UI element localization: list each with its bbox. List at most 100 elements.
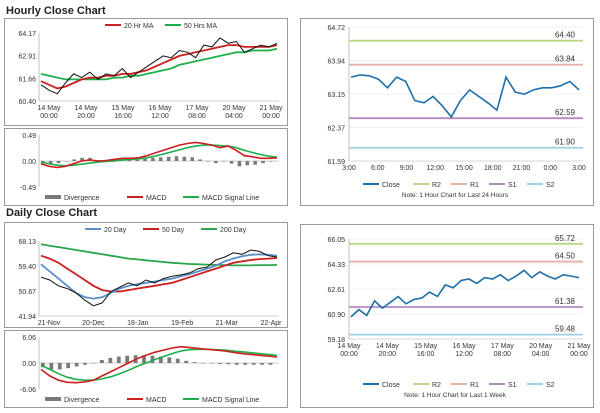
- price-y-tick: 62.91: [18, 54, 36, 61]
- pivot-y-tick: 64.72: [327, 25, 345, 32]
- divergence-bar: [48, 161, 53, 164]
- divergence-bar: [214, 161, 218, 164]
- divergence-bar: [174, 156, 179, 161]
- pivot-x-tick: 20:00: [379, 351, 397, 358]
- divergence-bar: [143, 158, 147, 161]
- price-x-tick: 17 May: [186, 105, 209, 112]
- divergence-bar: [198, 159, 202, 161]
- divergence-bar: [237, 161, 242, 167]
- divergence-bar: [135, 159, 139, 161]
- pivot-y-tick: 61.59: [327, 159, 345, 166]
- divergence-bar: [229, 161, 234, 164]
- divergence-bar: [66, 363, 71, 369]
- pivot-y-tick: 63.15: [327, 92, 345, 99]
- price-legend-label: 20 Hr MA: [124, 23, 154, 30]
- pivot-x-tick: 15:00: [455, 165, 473, 172]
- pivot-y-tick: 62.61: [327, 287, 345, 294]
- price-legend-label: 200 Day: [220, 227, 247, 234]
- series-macd: [40, 141, 278, 169]
- divergence-bar: [150, 355, 155, 363]
- pivot-x-tick: 00:00: [340, 351, 358, 358]
- series-close: [40, 249, 278, 307]
- pivot-y-tick: 63.94: [327, 59, 345, 66]
- pivot-x-tick: 6:00: [371, 165, 385, 172]
- series-macd: [40, 345, 278, 384]
- price-x-tick: 18-Jan: [127, 320, 149, 327]
- pivot-x-tick: 12:00: [426, 165, 444, 172]
- series-200-day: [40, 243, 278, 267]
- divergence-bar: [269, 161, 273, 162]
- price-x-tick: 19-Feb: [171, 320, 193, 327]
- pivot-legend-label: S2: [546, 182, 555, 189]
- price-x-tick: 14 May: [38, 105, 61, 112]
- price-legend-label: 20 Day: [104, 227, 127, 234]
- price-y-tick: 61.66: [18, 76, 36, 83]
- divergence-bar: [127, 159, 132, 161]
- macd-y-tick: 0.00: [22, 159, 36, 166]
- macd-y-tick: 0.00: [22, 361, 36, 368]
- divergence-bar: [243, 363, 248, 365]
- price-x-tick: 00:00: [40, 113, 58, 120]
- divergence-bar: [260, 363, 264, 365]
- divergence-bar: [209, 363, 214, 364]
- pivot-x-tick: 9:00: [400, 165, 414, 172]
- pivot-legend-label: S1: [508, 382, 517, 389]
- hourly-macd-panel: 0.49 0.00 -0.49 Divergence MACD MACD Signal L…: [4, 128, 288, 206]
- divergence-bar: [80, 157, 84, 161]
- pivot-y-tick: 59.18: [327, 337, 345, 344]
- price-x-tick: 16:00: [114, 113, 132, 120]
- price-x-tick: 21-Mar: [216, 320, 239, 327]
- pivot-x-tick: 16:00: [417, 351, 435, 358]
- price-y-tick: 68.13: [18, 239, 36, 246]
- macd-y-tick: -6.06: [20, 387, 36, 394]
- divergence-bar: [125, 355, 130, 363]
- pivot-y-tick: 64.33: [327, 262, 345, 269]
- divergence-bar: [108, 357, 113, 363]
- divergence-bar: [159, 157, 163, 161]
- divergence-bar: [116, 356, 121, 363]
- pivot-x-tick: 21:00: [513, 165, 531, 172]
- divergence-bar: [83, 363, 87, 365]
- divergence-bar: [245, 161, 250, 166]
- price-x-tick: 20-Dec: [82, 320, 105, 327]
- price-y-tick: 64.17: [18, 31, 36, 38]
- pivot-legend-label: Close: [382, 182, 400, 189]
- price-x-tick: 16 May: [149, 105, 172, 112]
- divergence-bar: [251, 363, 256, 365]
- level-s2-label: 59.48: [555, 325, 576, 334]
- pivot-x-tick: 15 May: [414, 343, 437, 350]
- divergence-bar: [192, 362, 197, 363]
- pivot-legend-label: S1: [508, 182, 517, 189]
- macd-legend-label: MACD: [146, 195, 167, 202]
- pivot-note: Note: 1 Hour Chart for Last 1 Week: [404, 392, 507, 399]
- divergence-bar: [268, 363, 273, 365]
- pivot-x-tick: 12:00: [455, 351, 473, 358]
- price-legend-label: 50 Day: [162, 227, 185, 234]
- divergence-bar: [201, 363, 205, 364]
- hourly-price-panel: 64.17 62.91 61.66 60.40 14 May 00:00 14 May 20:…: [4, 18, 288, 126]
- divergence-bar: [218, 363, 222, 364]
- pivot-x-tick: 00:00: [570, 351, 588, 358]
- divergence-bar: [57, 363, 62, 370]
- pivot-x-tick: 3:00: [572, 165, 586, 172]
- pivot-legend-label: Close: [382, 382, 400, 389]
- pivot-legend-label: S2: [546, 382, 555, 389]
- divergence-bar: [190, 157, 195, 161]
- pivot-legend-label: R2: [432, 382, 441, 389]
- divergence-bar: [234, 363, 239, 365]
- price-x-tick: 12:00: [151, 113, 169, 120]
- level-r1-label: 64.50: [555, 252, 576, 261]
- pivot-y-tick: 62.37: [327, 126, 345, 133]
- price-x-tick: 14 May: [75, 105, 98, 112]
- price-x-tick: 22-Apr: [260, 320, 282, 327]
- macd-legend-label: Divergence: [64, 195, 100, 202]
- macd-y-tick: 0.49: [22, 133, 36, 140]
- level-s2-label: 61.90: [555, 138, 576, 147]
- price-x-tick: 04:00: [225, 113, 243, 120]
- divergence-bar: [175, 358, 180, 363]
- series-50-day: [40, 254, 278, 293]
- macd-legend-swatch: [45, 195, 61, 199]
- price-x-tick: 21 May: [260, 105, 283, 112]
- divergence-bar: [74, 363, 79, 367]
